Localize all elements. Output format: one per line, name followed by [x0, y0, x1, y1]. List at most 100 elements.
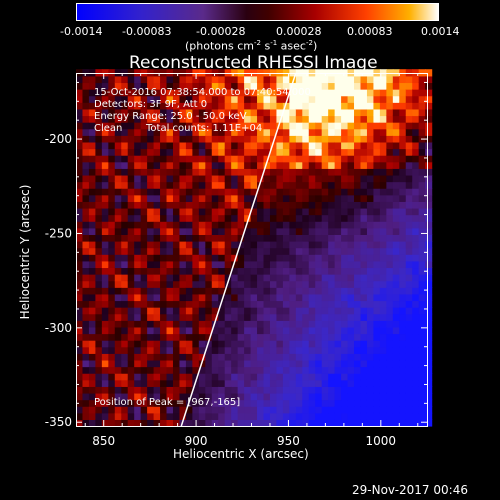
heatmap-cell	[354, 267, 362, 275]
heatmap-cell	[289, 221, 297, 229]
heatmap-cell	[269, 287, 278, 295]
heatmap-cell	[121, 161, 129, 169]
heatmap-cell	[211, 135, 219, 143]
heatmap-cell	[354, 280, 362, 288]
heatmap-cell	[244, 141, 252, 150]
heatmap-cell	[179, 406, 187, 414]
heatmap-cell	[88, 89, 96, 97]
heatmap-cell	[88, 300, 96, 308]
heatmap-cell	[250, 69, 258, 77]
heatmap-cell	[257, 326, 265, 335]
heatmap-cell	[224, 333, 232, 341]
heatmap-cell	[82, 89, 90, 97]
heatmap-cell	[88, 148, 96, 156]
heatmap-cell	[121, 346, 129, 354]
heatmap-cell	[425, 174, 433, 183]
heatmap-cell	[269, 122, 278, 130]
heatmap-cell	[237, 194, 245, 202]
x-tick-label: 950	[277, 434, 300, 448]
heatmap-cell	[211, 300, 219, 308]
heatmap-cell	[289, 386, 297, 394]
heatmap-cell	[147, 141, 155, 150]
heatmap-cell	[418, 141, 426, 150]
heatmap-cell	[269, 115, 278, 123]
heatmap-cell	[321, 227, 329, 235]
heatmap-cell	[257, 300, 265, 308]
heatmap-cell	[302, 340, 310, 348]
heatmap-cell	[114, 379, 122, 387]
heatmap-cell	[88, 320, 96, 328]
heatmap-cell	[231, 128, 239, 136]
heatmap-cell	[160, 386, 168, 394]
heatmap-cell	[101, 333, 109, 341]
heatmap-cell	[88, 141, 96, 150]
heatmap-cell	[153, 346, 161, 354]
heatmap-cell	[412, 247, 420, 255]
heatmap-cell	[179, 201, 187, 209]
heatmap-cell	[412, 181, 420, 189]
heatmap-cell	[114, 346, 122, 354]
heatmap-cell	[386, 392, 394, 401]
heatmap-cell	[341, 207, 349, 216]
heatmap-cell	[95, 280, 103, 288]
heatmap-cell	[172, 260, 181, 269]
heatmap-cell	[114, 155, 122, 163]
heatmap-cell	[295, 267, 303, 275]
heatmap-cell	[114, 69, 122, 77]
heatmap-cell	[231, 82, 239, 90]
heatmap-cell	[295, 307, 303, 315]
heatmap-cell	[334, 82, 342, 90]
heatmap-cell	[373, 207, 381, 216]
heatmap-cell	[321, 128, 329, 136]
heatmap-cell	[224, 194, 232, 202]
heatmap-cell	[95, 340, 103, 348]
heatmap-cell	[244, 392, 252, 401]
heatmap-cell	[418, 201, 426, 209]
heatmap-cell	[276, 366, 284, 374]
heatmap-cell	[315, 366, 323, 374]
heatmap-cell	[366, 194, 375, 202]
heatmap-cell	[321, 108, 329, 117]
heatmap-cell	[282, 320, 290, 328]
heatmap-cell	[76, 181, 84, 189]
heatmap-cell	[166, 102, 174, 110]
heatmap-cell	[418, 155, 426, 163]
colorbar-tick-label: 0.00028	[276, 25, 322, 38]
heatmap-cell	[101, 102, 109, 110]
heatmap-cell	[276, 340, 284, 348]
heatmap-cell	[308, 75, 316, 84]
heatmap-cell	[334, 412, 342, 420]
heatmap-cell	[379, 260, 387, 269]
colorbar-tick-label: -0.00083	[122, 25, 172, 38]
heatmap-cell	[108, 280, 116, 288]
heatmap-cell	[360, 247, 368, 255]
heatmap-cell	[302, 359, 310, 368]
heatmap-cell	[205, 234, 213, 242]
heatmap-cell	[308, 326, 316, 335]
heatmap-cell	[140, 300, 148, 308]
heatmap-cell	[328, 373, 336, 381]
heatmap-cell	[172, 267, 181, 275]
heatmap-cell	[166, 300, 174, 308]
heatmap-cell	[373, 274, 381, 282]
heatmap-cell	[95, 135, 103, 143]
heatmap-cell	[308, 128, 316, 136]
heatmap-cell	[276, 333, 284, 341]
heatmap-cell	[231, 234, 239, 242]
heatmap-cell	[244, 188, 252, 196]
heatmap-cell	[379, 221, 387, 229]
heatmap-cell	[224, 386, 232, 394]
heatmap-cell	[354, 155, 362, 163]
heatmap-cell	[386, 293, 394, 302]
heatmap-cell	[405, 201, 413, 209]
heatmap-cell	[263, 313, 271, 321]
heatmap-cell	[95, 353, 103, 361]
heatmap-cell	[360, 254, 368, 262]
heatmap-cell	[366, 95, 375, 103]
heatmap-cell	[224, 122, 232, 130]
heatmap-cell	[295, 214, 303, 222]
heatmap-cell	[321, 353, 329, 361]
heatmap-cell	[95, 82, 103, 90]
heatmap-cell	[121, 267, 129, 275]
heatmap-cell	[244, 115, 252, 123]
